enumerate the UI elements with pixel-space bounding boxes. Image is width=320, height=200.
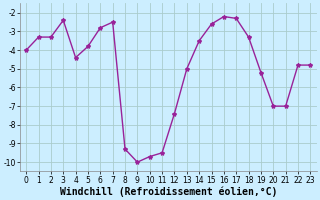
- X-axis label: Windchill (Refroidissement éolien,°C): Windchill (Refroidissement éolien,°C): [60, 186, 277, 197]
